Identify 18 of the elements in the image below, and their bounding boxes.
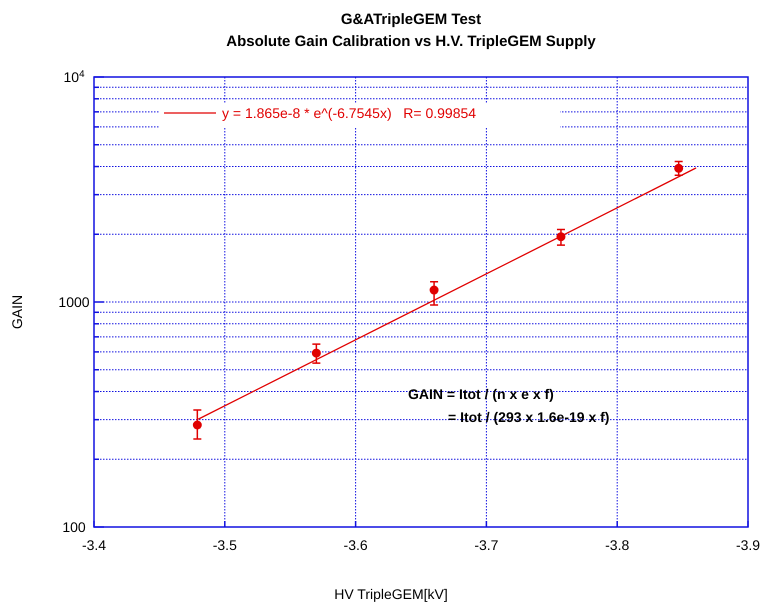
point	[192, 420, 202, 430]
x-tick-label: -3.6	[344, 537, 368, 553]
y-tick-label: 10$^{4}$	[63, 68, 86, 85]
y-axis-title: GAIN	[9, 294, 25, 330]
x-tick-label: -3.8	[605, 537, 630, 553]
x-tick-label: -3.4	[82, 537, 106, 553]
chart-subtitle: Absolute Gain Calibration vs H.V. TripleGEM Supply	[226, 33, 596, 50]
legend-label: y = 1.865e-8 * e^(-6.7545x) R= 0.99854	[222, 105, 476, 121]
point	[312, 348, 321, 358]
y-tick-label: 100	[62, 519, 86, 535]
x-tick-label: -3.7	[474, 537, 499, 553]
chart-title: G&ATripleGEM Test	[340, 11, 482, 28]
point	[430, 286, 439, 295]
point	[674, 164, 684, 173]
x-tick-label: -3.5	[212, 537, 238, 553]
x-tick-label: -3.9	[736, 537, 760, 553]
y-tick-label: 1000	[58, 294, 90, 310]
x-axis-title: HV TripleGEM[kV]	[334, 586, 448, 602]
